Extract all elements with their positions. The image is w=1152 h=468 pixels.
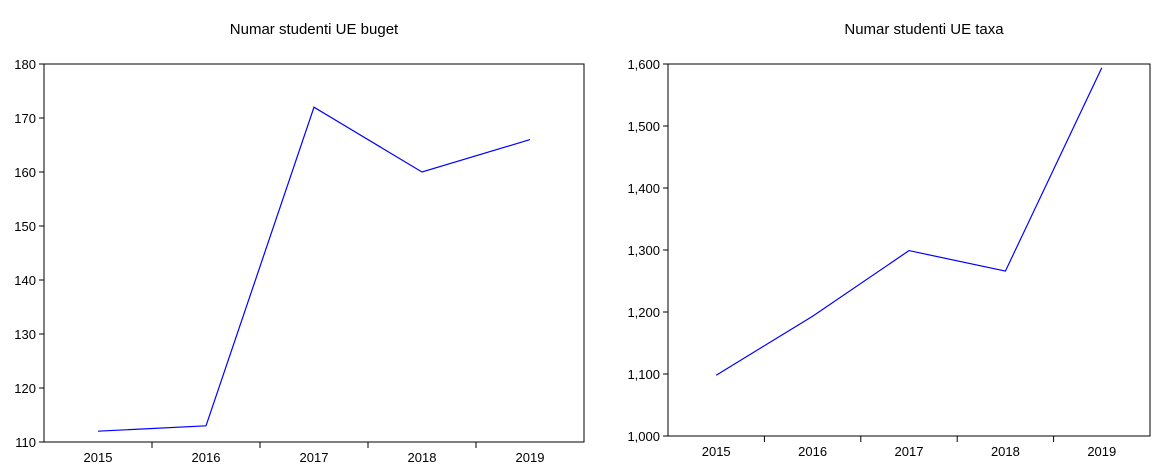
x-tick-label: 2019 (1087, 444, 1116, 459)
y-tick-label: 140 (14, 273, 36, 288)
y-tick-label: 170 (14, 111, 36, 126)
x-tick-label: 2016 (192, 450, 221, 465)
y-tick-label: 1,000 (627, 429, 660, 444)
y-tick-label: 110 (15, 435, 36, 450)
y-tick-label: 1,500 (627, 119, 660, 134)
y-tick-label: 1,200 (627, 305, 660, 320)
y-tick-label: 1,400 (627, 181, 660, 196)
x-tick-label: 2017 (895, 444, 924, 459)
y-tick-label: 160 (14, 165, 36, 180)
y-tick-label: 1,600 (627, 57, 660, 72)
series-line (715, 67, 1103, 376)
chart-buget: Numar studenti UE buget 110 120 130 140 150 1… (14, 21, 585, 465)
y-tick-label: 180 (14, 57, 36, 72)
y-tick-label: 130 (14, 327, 36, 342)
chart-title: Numar studenti UE buget (230, 21, 399, 38)
y-tick-label: 1,300 (627, 243, 660, 258)
x-tick-label: 2016 (798, 444, 827, 459)
chart-title: Numar studenti UE taxa (844, 21, 1004, 38)
plot-frame (43, 63, 585, 443)
x-tick-label: 2015 (84, 450, 113, 465)
x-tick-label: 2015 (702, 444, 731, 459)
x-tick-label: 2018 (408, 450, 437, 465)
y-tick-label: 120 (14, 381, 36, 396)
chart-taxa: Numar studenti UE taxa 1,000 1,100 1,200 1,… (627, 21, 1151, 459)
x-tick-label: 2017 (300, 450, 329, 465)
series-line (97, 106, 531, 432)
x-tick-label: 2019 (516, 450, 545, 465)
y-tick-label: 150 (14, 219, 36, 234)
y-tick-label: 1,100 (627, 367, 660, 382)
x-tick-label: 2018 (991, 444, 1020, 459)
